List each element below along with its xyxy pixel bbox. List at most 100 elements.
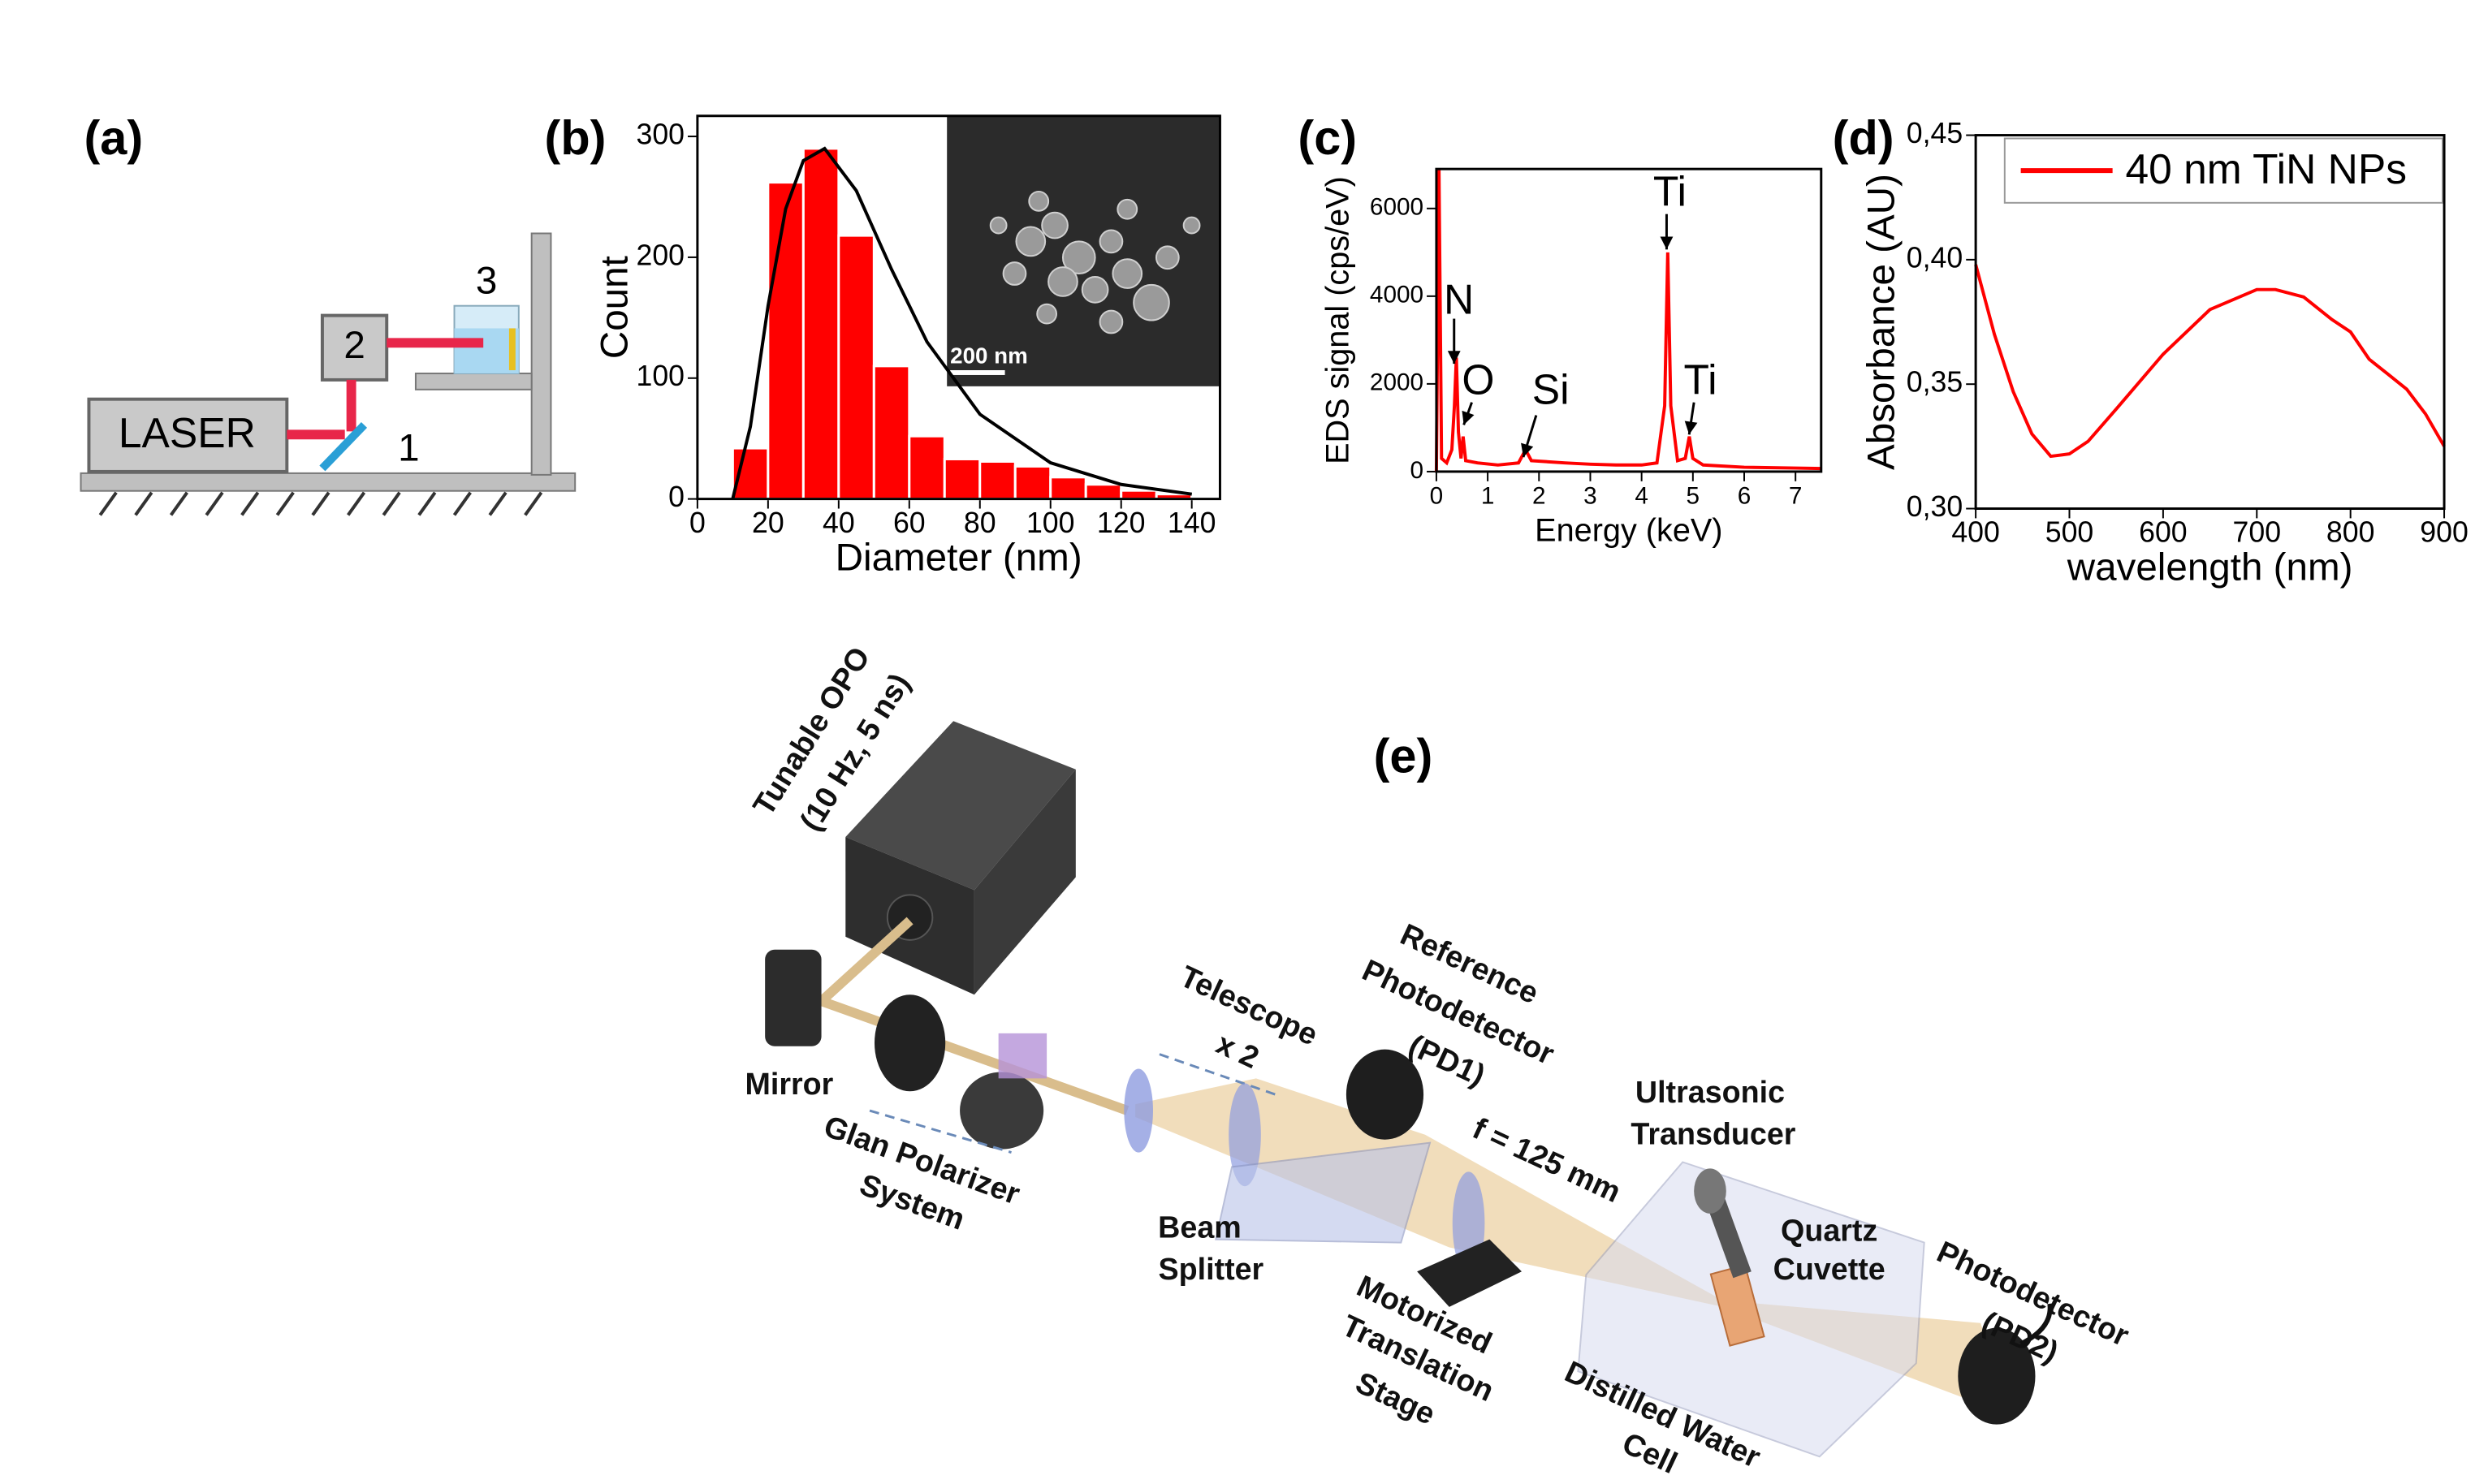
x-tick-label: 40 bbox=[823, 507, 855, 539]
label: Cuvette bbox=[1773, 1252, 1885, 1286]
plot-frame bbox=[1974, 134, 2446, 511]
y-axis-label: EDS signal (cps/eV) bbox=[1320, 176, 1355, 464]
bar bbox=[943, 458, 982, 501]
x-tick-label: 900 bbox=[2420, 516, 2469, 549]
panel-label: (e) bbox=[1374, 729, 1433, 783]
annotation: O bbox=[1462, 356, 1494, 403]
pd1 bbox=[1346, 1049, 1424, 1140]
arrow-head bbox=[1684, 421, 1698, 435]
bar bbox=[1049, 476, 1087, 501]
data-line bbox=[731, 146, 1193, 500]
annotation: Ti bbox=[1653, 168, 1687, 215]
arrow-head bbox=[1521, 442, 1534, 458]
bar bbox=[908, 434, 946, 501]
label: Mirror bbox=[745, 1067, 834, 1101]
label: Quartz bbox=[1781, 1214, 1877, 1248]
polarizer-ring bbox=[874, 994, 946, 1092]
y-tick-label: 0,45 bbox=[1907, 117, 1963, 149]
bar bbox=[1013, 464, 1052, 501]
panel-label: (d) bbox=[1833, 110, 1894, 165]
beam-splitter bbox=[1215, 1141, 1432, 1244]
translation-stage bbox=[1417, 1239, 1523, 1307]
prism bbox=[998, 1033, 1047, 1079]
data-line bbox=[1974, 264, 2446, 459]
x-tick-label: 1 bbox=[1481, 482, 1495, 509]
setup-e: Tunable OPO (10 Hz, 5 ns) Mirror Glan Po… bbox=[745, 641, 2135, 1480]
box-2 bbox=[320, 313, 389, 382]
panel-label: (c) bbox=[1298, 110, 1357, 165]
y-tick-label: 2000 bbox=[1370, 369, 1423, 396]
panel-label: (a) bbox=[84, 110, 144, 165]
annotation: Si bbox=[1532, 365, 1570, 412]
x-axis-label: wavelength (nm) bbox=[2067, 546, 2353, 589]
y-tick-label: 0,40 bbox=[1907, 241, 1963, 274]
x-tick-label: 7 bbox=[1789, 482, 1803, 509]
label: 1 bbox=[398, 427, 419, 470]
laser-label: LASER bbox=[119, 409, 256, 456]
y-tick-label: 0,30 bbox=[1907, 490, 1963, 523]
scale-label: 200 nm bbox=[950, 343, 1028, 368]
legend-label: 40 nm TiN NPs bbox=[2125, 145, 2407, 192]
label: Splitter bbox=[1158, 1252, 1263, 1286]
pd2 bbox=[1958, 1327, 2036, 1425]
y-tick-label: 0,35 bbox=[1907, 366, 1963, 399]
annotation: N bbox=[1444, 275, 1474, 322]
target bbox=[508, 328, 516, 371]
x-tick-label: 800 bbox=[2326, 516, 2375, 549]
label: Transducer bbox=[1631, 1117, 1795, 1151]
x-tick-label: 500 bbox=[2045, 516, 2094, 549]
bar bbox=[1084, 483, 1123, 501]
rail bbox=[80, 472, 577, 492]
setup-a: LASER 1 2 3 bbox=[80, 232, 577, 516]
x-tick-label: 20 bbox=[752, 507, 784, 539]
mirror-mount bbox=[765, 949, 822, 1046]
y-tick-label: 6000 bbox=[1370, 194, 1423, 221]
scale-bar bbox=[950, 370, 1005, 375]
plot-frame bbox=[696, 114, 1221, 501]
x-tick-label: 80 bbox=[964, 507, 996, 539]
hatching bbox=[98, 491, 543, 516]
opo-side bbox=[974, 769, 1076, 995]
y-axis-label: Absorbance (AU) bbox=[1860, 174, 1903, 470]
bar bbox=[872, 365, 911, 501]
sem-inset: 200 nm bbox=[947, 115, 1220, 386]
bar bbox=[767, 181, 805, 501]
x-tick-label: 400 bbox=[1951, 516, 2000, 549]
bar bbox=[1120, 489, 1158, 501]
beam bbox=[287, 338, 484, 440]
liquid bbox=[454, 328, 519, 373]
bar bbox=[837, 234, 875, 501]
label: 3 bbox=[476, 260, 497, 303]
annotation: Ti bbox=[1684, 356, 1717, 403]
y-tick-label: 4000 bbox=[1370, 282, 1423, 308]
x-tick-label: 700 bbox=[2233, 516, 2282, 549]
arrow-head bbox=[1447, 351, 1461, 365]
x-axis-label: Diameter (nm) bbox=[836, 537, 1082, 580]
x-tick-label: 0 bbox=[689, 507, 706, 539]
label: x 2 bbox=[1212, 1026, 1264, 1075]
lens bbox=[1124, 1068, 1153, 1153]
dashed-arrow bbox=[869, 1109, 1012, 1154]
x-tick-label: 6 bbox=[1738, 482, 1752, 509]
x-tick-label: 100 bbox=[1026, 507, 1075, 539]
panel-label: (b) bbox=[545, 110, 607, 165]
y-axis-label: Count bbox=[593, 256, 636, 359]
x-axis-label: Energy (keV) bbox=[1535, 513, 1722, 549]
label: Beam bbox=[1158, 1210, 1242, 1245]
x-tick-label: 60 bbox=[893, 507, 926, 539]
laser-box bbox=[87, 397, 289, 473]
y-tick-label: 300 bbox=[636, 118, 685, 150]
label: 2 bbox=[343, 324, 365, 367]
shelf bbox=[414, 372, 533, 390]
x-tick-label: 5 bbox=[1687, 482, 1700, 509]
x-tick-label: 600 bbox=[2139, 516, 2188, 549]
arrow-head bbox=[1462, 410, 1475, 425]
cuvette bbox=[1709, 1264, 1765, 1347]
x-tick-label: 4 bbox=[1635, 482, 1648, 509]
bar bbox=[978, 459, 1017, 501]
plot-frame bbox=[1435, 167, 1823, 473]
y-tick-label: 0 bbox=[668, 481, 685, 513]
x-tick-label: 3 bbox=[1583, 482, 1597, 509]
x-tick-label: 2 bbox=[1532, 482, 1546, 509]
y-tick-label: 0 bbox=[1410, 457, 1424, 484]
